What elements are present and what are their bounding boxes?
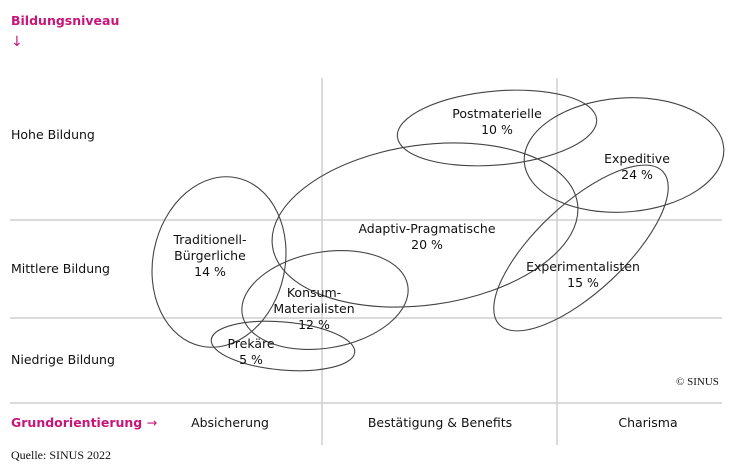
y-axis-title: Bildungsniveau — [11, 13, 120, 28]
milieu-label-postmaterielle: Postmaterielle 10 % — [452, 106, 542, 137]
source-note: Quelle: SINUS 2022 — [11, 448, 111, 462]
milieu-ellipse-experimentalisten — [493, 164, 669, 332]
level-mid: Mittlere Bildung — [11, 261, 110, 276]
arrow-down-icon: ↓ — [11, 34, 23, 50]
category-bestaetigung-benefits: Bestätigung & Benefits — [367, 415, 513, 430]
milieu-label-konsum-materialisten: Konsum- Materialisten 12 % — [273, 285, 355, 332]
milieu-ellipse-expeditive — [523, 97, 725, 213]
level-low: Niedrige Bildung — [11, 352, 115, 367]
milieu-label-adaptiv-pragmatische: Adaptiv-Pragmatische 20 % — [358, 221, 496, 252]
milieu-ellipse-traditionell — [151, 176, 287, 348]
milieu-label-prekaere: Prekäre 5 % — [227, 336, 275, 367]
category-charisma: Charisma — [618, 415, 678, 430]
milieu-label-experimentalisten: Experimentalisten 15 % — [526, 259, 640, 290]
milieu-ellipse-prekaere — [210, 320, 356, 372]
copyright: © SINUS — [676, 376, 719, 388]
milieu-ellipse-adaptiv-pragmatische — [271, 142, 579, 308]
milieu-ellipse-postmaterielle — [396, 89, 598, 167]
category-absicherung: Absicherung — [191, 415, 269, 430]
level-high: Hohe Bildung — [11, 127, 95, 142]
x-axis-title: Grundorientierung → — [11, 415, 158, 430]
arrow-right-icon: → — [146, 415, 158, 430]
milieu-label-traditionell: Traditionell- Bürgerliche 14 % — [173, 232, 247, 279]
milieu-ellipse-konsum-materialisten — [241, 249, 409, 351]
milieu-label-expeditive: Expeditive 24 % — [604, 151, 670, 182]
